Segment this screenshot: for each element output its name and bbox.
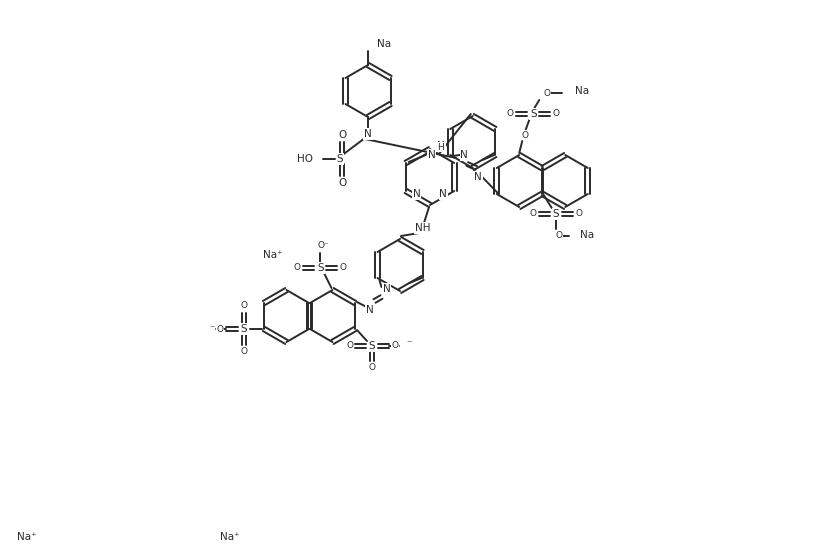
Text: Na⁺: Na⁺ [220,532,240,542]
Text: O: O [294,264,301,273]
Text: N: N [474,172,483,182]
Text: N: N [428,150,436,160]
Text: O: O [529,209,536,219]
Text: O: O [543,88,551,98]
Text: Na⁺: Na⁺ [263,250,282,260]
Text: N: N [364,129,372,139]
Text: O: O [522,130,529,139]
Text: N: N [413,189,421,199]
Text: O: O [338,178,346,188]
Text: O: O [338,130,346,140]
Text: N: N [440,189,447,199]
Text: S: S [241,324,247,334]
Text: S: S [317,263,324,273]
Text: N: N [382,284,390,294]
Text: S: S [552,209,559,219]
Text: O⁻: O⁻ [317,241,330,250]
Text: O: O [241,301,247,310]
Text: O: O [368,364,376,372]
Text: O: O [340,264,347,273]
Text: O: O [347,341,353,351]
Text: Na⁺: Na⁺ [17,532,37,542]
Text: ⁻: ⁻ [406,339,412,349]
Text: H: H [437,143,444,152]
Text: N: N [460,150,468,160]
Text: Na: Na [377,39,391,49]
Text: O: O [506,109,514,119]
Text: S: S [337,154,344,164]
Text: HO: HO [297,154,313,164]
Text: S: S [530,109,537,119]
Text: N: N [437,141,445,151]
Text: Na: Na [580,230,593,240]
Text: Na: Na [575,86,589,96]
Text: O: O [241,347,247,356]
Text: O: O [555,231,562,240]
Text: NH: NH [415,223,431,233]
Text: O: O [216,325,224,334]
Text: O: O [391,341,399,351]
Text: N: N [366,305,373,315]
Text: O: O [552,109,560,119]
Text: ⁻: ⁻ [209,324,215,334]
Text: O: O [575,209,582,219]
Text: S: S [369,341,376,351]
